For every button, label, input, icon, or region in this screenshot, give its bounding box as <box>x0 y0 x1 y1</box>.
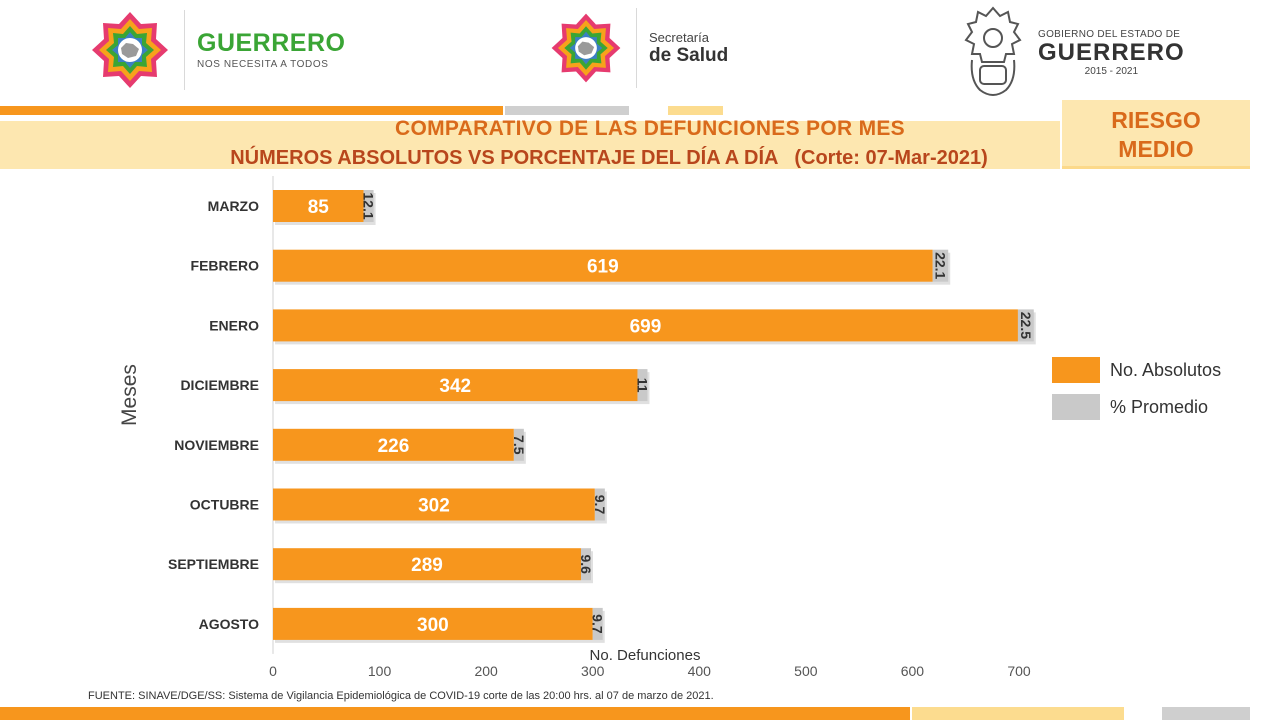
x-tick-label: 400 <box>688 663 712 679</box>
bottom-stripe-orange <box>0 707 910 720</box>
guerrero-brand-logo: GUERRERO NOS NECESITA A TODOS <box>88 8 345 92</box>
value-label: 302 <box>418 496 450 517</box>
bottom-stripe-light <box>912 707 1124 720</box>
gobierno-logo: GOBIERNO DEL ESTADO DE GUERRERO 2015 - 2… <box>960 4 1185 102</box>
category-label: ENERO <box>209 317 259 333</box>
guerrero-star-icon <box>92 12 168 88</box>
category-label: AGOSTO <box>199 616 260 632</box>
value-label: 342 <box>439 376 471 397</box>
bar-absolutos <box>273 607 593 640</box>
chart-subtitle: NÚMEROS ABSOLUTOS VS PORCENTAJE DEL DÍA … <box>230 147 988 169</box>
value-label: 300 <box>417 615 449 636</box>
legend-swatch-gray <box>1052 394 1100 420</box>
x-tick-label: 700 <box>1007 663 1031 679</box>
category-label: FEBRERO <box>191 258 260 274</box>
legend-label-promedio: % Promedio <box>1110 396 1209 417</box>
category-label: SEPTIEMBRE <box>168 556 259 572</box>
chart-legend: No. Absolutos % Promedio <box>1052 357 1221 431</box>
y-axis-title: Meses <box>118 364 141 426</box>
risk-line-2: MEDIO <box>1118 136 1194 162</box>
brand-subtitle: NOS NECESITA A TODOS <box>197 59 329 70</box>
ticks-layer: 0 100 200 300 400 500 600 700 <box>269 663 1031 679</box>
bar-absolutos <box>273 369 638 402</box>
salud-star-icon <box>551 13 621 83</box>
salud-small-text: Secretaría <box>649 29 709 45</box>
top-stripe-light <box>668 106 723 115</box>
x-tick-label: 500 <box>794 663 818 679</box>
value-label: 289 <box>411 555 443 576</box>
percent-label: 12.1 <box>361 192 377 219</box>
logo-divider <box>184 10 185 90</box>
source-note: FUENTE: SINAVE/DGE/SS: Sistema de Vigila… <box>88 690 714 702</box>
percent-label: 7.5 <box>511 435 527 455</box>
risk-badge: RIESGO MEDIO <box>1062 100 1250 169</box>
gobierno-small-text: GOBIERNO DEL ESTADO DE <box>1038 29 1181 40</box>
bar-absolutos <box>273 488 595 521</box>
bar-absolutos <box>273 249 933 282</box>
risk-line-1: RIESGO <box>1111 107 1201 133</box>
x-axis-title: No. Defunciones <box>590 647 701 664</box>
title-band <box>0 121 1060 169</box>
gobierno-years: 2015 - 2021 <box>1084 66 1139 77</box>
bar-promedio <box>594 488 605 521</box>
value-label: 619 <box>587 257 619 278</box>
top-stripe-gray <box>505 106 629 115</box>
bar-promedio <box>363 190 374 222</box>
bar-absolutos <box>273 190 364 222</box>
x-tick-label: 600 <box>901 663 925 679</box>
salud-logo: Secretaría de Salud <box>548 8 728 88</box>
logo-divider <box>636 8 637 88</box>
x-tick-label: 0 <box>269 663 277 679</box>
percent-label: 22.1 <box>932 252 948 279</box>
percent-label: 9.7 <box>592 495 608 515</box>
percent-label: 22.5 <box>1018 312 1034 339</box>
value-label: 226 <box>378 436 410 457</box>
x-tick-label: 100 <box>368 663 392 679</box>
bar-promedio <box>637 369 648 402</box>
x-tick-label: 200 <box>474 663 498 679</box>
bar-promedio <box>932 249 949 282</box>
bar-absolutos <box>273 428 514 461</box>
coat-of-arms-icon <box>964 6 1022 96</box>
value-label: 699 <box>630 316 662 337</box>
bar-absolutos <box>273 309 1018 342</box>
bars-layer: MARZO 85 12.1 FEBRERO 619 22.1 ENERO 699 22.5 DIC… <box>168 176 1036 654</box>
chart-title: COMPARATIVO DE LAS DEFUNCIONES POR MES <box>395 117 905 140</box>
salud-big-text: de Salud <box>649 44 729 66</box>
bar-promedio <box>592 607 603 640</box>
bar-promedio <box>1017 309 1034 342</box>
legend-swatch-orange <box>1052 357 1100 383</box>
percent-label: 9.7 <box>590 614 606 634</box>
brand-title: GUERRERO <box>197 29 346 57</box>
bottom-stripe-gray <box>1162 707 1250 720</box>
x-tick-label: 300 <box>581 663 605 679</box>
legend-item-promedio: % Promedio <box>1052 394 1221 420</box>
gobierno-big-text: GUERRERO <box>1038 39 1185 66</box>
legend-label-absolutos: No. Absolutos <box>1110 359 1222 380</box>
category-label: MARZO <box>208 198 259 214</box>
category-label: OCTUBRE <box>190 497 259 513</box>
bar-absolutos <box>273 548 581 581</box>
percent-label: 11 <box>634 378 650 393</box>
category-label: DICIEMBRE <box>180 377 259 393</box>
legend-item-absolutos: No. Absolutos <box>1052 357 1221 383</box>
category-label: NOVIEMBRE <box>174 437 259 453</box>
percent-label: 9.6 <box>578 554 594 574</box>
top-stripe-orange <box>0 106 503 115</box>
bar-promedio <box>513 428 524 461</box>
bar-promedio <box>580 548 591 581</box>
value-label: 85 <box>308 197 330 218</box>
